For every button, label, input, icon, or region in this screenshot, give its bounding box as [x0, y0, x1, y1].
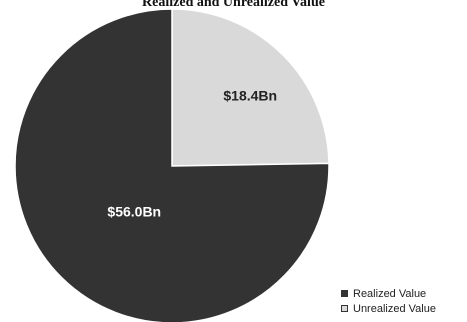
legend-label-realized: Realized Value: [353, 287, 427, 300]
chart-title: Realized and Unrealized Value: [142, 0, 325, 10]
legend-item-realized: Realized Value: [341, 286, 436, 301]
pie-slice-realized: [14, 8, 330, 322]
legend-swatch-unrealized: [341, 305, 348, 312]
legend-label-unrealized: Unrealized Value: [353, 302, 436, 315]
legend-item-unrealized: Unrealized Value: [341, 301, 436, 316]
legend: Realized Value Unrealized Value: [341, 286, 436, 316]
pie-slice-unrealized: [171, 8, 330, 167]
legend-swatch-realized: [341, 290, 348, 297]
data-label-realized: $56.0Bn: [107, 203, 161, 219]
data-label-unrealized: $18.4Bn: [223, 87, 277, 103]
